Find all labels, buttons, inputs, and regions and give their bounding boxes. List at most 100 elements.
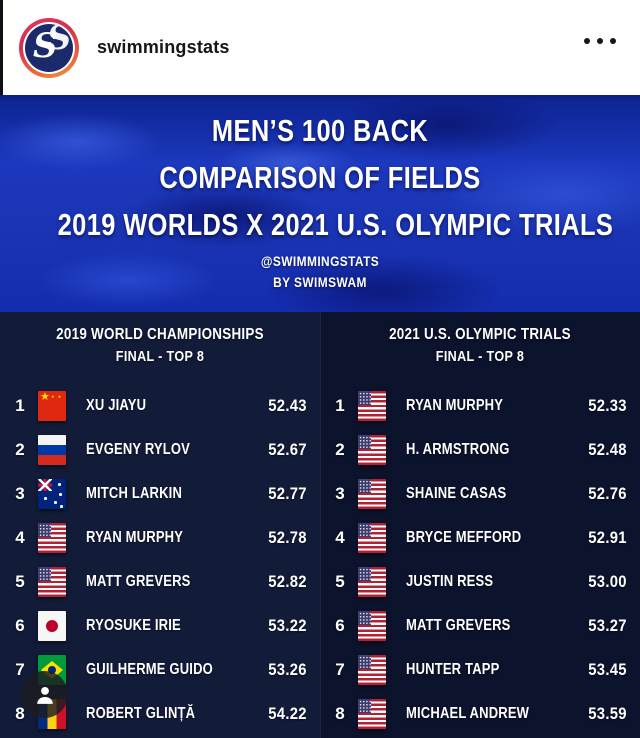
- table-row: 1 XU JIAYU 52.43: [0, 384, 320, 428]
- more-options-icon[interactable]: [584, 38, 616, 44]
- rank-label: 4: [335, 528, 345, 547]
- result-time: 52.33: [588, 396, 627, 415]
- athlete-name: GUILHERME GUIDO: [86, 661, 213, 678]
- post-image[interactable]: MEN’S 100 BACK COMPARISON OF FIELDS 2019…: [0, 95, 640, 738]
- athlete-name: H. ARMSTRONG: [406, 441, 510, 458]
- result-time: 52.48: [588, 440, 627, 459]
- result-time: 52.67: [268, 440, 307, 459]
- profile-story-ring[interactable]: S S: [19, 17, 79, 78]
- poster-byline: BY SWIMSWAM: [273, 274, 367, 290]
- athlete-name: JUSTIN RESS: [406, 573, 494, 590]
- rank-label: 3: [15, 484, 25, 503]
- table-row: 6 MATT GREVERS 53.27: [320, 604, 640, 648]
- usa-flag-icon: [358, 611, 386, 641]
- result-time: 52.43: [268, 396, 307, 415]
- result-time: 53.22: [268, 616, 307, 635]
- russia-flag-icon: [38, 435, 66, 465]
- table-row: 3 SHAINE CASAS 52.76: [320, 472, 640, 516]
- usa-flag-icon: [358, 567, 386, 597]
- rank-label: 4: [15, 528, 25, 547]
- athlete-name: MATT GREVERS: [86, 573, 191, 590]
- results-panel: 2019 WORLD CHAMPIONSHIPS FINAL - TOP 8 1…: [0, 312, 640, 738]
- australia-flag-icon: [38, 479, 66, 509]
- column-right-subtitle: FINAL - TOP 8: [435, 348, 525, 365]
- result-time: 52.78: [268, 528, 307, 547]
- japan-flag-icon: [38, 611, 66, 641]
- rank-label: 2: [335, 440, 345, 459]
- result-time: 54.22: [268, 704, 307, 723]
- water-texture-banner: MEN’S 100 BACK COMPARISON OF FIELDS 2019…: [0, 95, 640, 312]
- column-left-title: 2019 WORLD CHAMPIONSHIPS: [56, 326, 264, 343]
- result-time: 52.76: [588, 484, 627, 503]
- athlete-name: MICHAEL ANDREW: [406, 705, 530, 722]
- usa-flag-icon: [358, 655, 386, 685]
- rank-label: 6: [15, 616, 25, 635]
- table-row: 2 H. ARMSTRONG 52.48: [320, 428, 640, 472]
- athlete-name: ROBERT GLINȚĂ: [86, 705, 196, 722]
- rank-label: 2: [15, 440, 25, 459]
- swimmingstats-logo-icon: S S: [25, 23, 73, 72]
- result-time: 53.26: [268, 660, 307, 679]
- table-row: 6 RYOSUKE IRIE 53.22: [0, 604, 320, 648]
- result-time: 52.82: [268, 572, 307, 591]
- rank-label: 5: [15, 572, 25, 591]
- table-row: 5 JUSTIN RESS 53.00: [320, 560, 640, 604]
- athlete-name: RYAN MURPHY: [86, 529, 184, 546]
- rank-label: 7: [15, 660, 25, 679]
- rank-label: 1: [335, 396, 345, 415]
- athlete-name: MATT GREVERS: [406, 617, 511, 634]
- rank-label: 1: [15, 396, 25, 415]
- usa-flag-icon: [358, 479, 386, 509]
- result-time: 52.77: [268, 484, 307, 503]
- table-row: 5 MATT GREVERS 52.82: [0, 560, 320, 604]
- poster-handle: @SWIMMINGSTATS: [260, 253, 380, 269]
- column-2019-worlds: 2019 WORLD CHAMPIONSHIPS FINAL - TOP 8 1…: [0, 312, 320, 738]
- athlete-name: HUNTER TAPP: [406, 661, 500, 678]
- china-flag-icon: [38, 391, 66, 421]
- table-row: 2 EVGENY RYLOV 52.67: [0, 428, 320, 472]
- rank-label: 5: [335, 572, 345, 591]
- floating-avatar-button[interactable]: [21, 671, 68, 718]
- athlete-name: EVGENY RYLOV: [86, 441, 191, 458]
- username-link[interactable]: swimmingstats: [97, 37, 230, 57]
- usa-flag-icon: [38, 523, 66, 553]
- usa-flag-icon: [358, 699, 386, 729]
- profile-avatar: S S: [23, 21, 75, 74]
- athlete-name: SHAINE CASAS: [406, 485, 507, 502]
- rank-label: 8: [15, 704, 25, 723]
- table-row: 7 HUNTER TAPP 53.45: [320, 648, 640, 692]
- column-left-subtitle: FINAL - TOP 8: [115, 348, 205, 365]
- poster-title-line1: MEN’S 100 BACK: [211, 113, 429, 148]
- poster-titles: MEN’S 100 BACK COMPARISON OF FIELDS 2019…: [0, 107, 640, 294]
- poster-title-line2: COMPARISON OF FIELDS: [159, 160, 481, 195]
- rank-label: 6: [335, 616, 345, 635]
- athlete-name: RYAN MURPHY: [406, 397, 504, 414]
- result-time: 53.00: [588, 572, 627, 591]
- post-header: S S swimmingstats: [0, 0, 640, 95]
- athlete-name: XU JIAYU: [86, 397, 147, 414]
- athlete-name: RYOSUKE IRIE: [86, 617, 181, 634]
- rank-label: 7: [335, 660, 345, 679]
- result-time: 53.27: [588, 616, 627, 635]
- rank-label: 3: [335, 484, 345, 503]
- usa-flag-icon: [358, 435, 386, 465]
- usa-flag-icon: [358, 523, 386, 553]
- poster-title-line3: 2019 WORLDS X 2021 U.S. OLYMPIC TRIALS: [57, 207, 614, 242]
- column-2021-trials: 2021 U.S. OLYMPIC TRIALS FINAL - TOP 8 1…: [320, 312, 640, 738]
- table-row: 4 RYAN MURPHY 52.78: [0, 516, 320, 560]
- usa-flag-icon: [38, 567, 66, 597]
- rank-label: 8: [335, 704, 345, 723]
- athlete-name: BRYCE MEFFORD: [406, 529, 522, 546]
- result-time: 53.59: [588, 704, 627, 723]
- result-time: 53.45: [588, 660, 627, 679]
- athlete-name: MITCH LARKIN: [86, 485, 183, 502]
- usa-flag-icon: [358, 391, 386, 421]
- column-header-left: 2019 WORLD CHAMPIONSHIPS FINAL - TOP 8: [0, 312, 320, 384]
- person-icon: [36, 686, 53, 704]
- column-header-right: 2021 U.S. OLYMPIC TRIALS FINAL - TOP 8: [320, 312, 640, 384]
- table-row: 8 MICHAEL ANDREW 53.59: [320, 692, 640, 736]
- table-row: 4 BRYCE MEFFORD 52.91: [320, 516, 640, 560]
- results-rows-right: 1 RYAN MURPHY 52.33 2 H. ARMSTRONG 52.48…: [320, 384, 640, 736]
- column-right-title: 2021 U.S. OLYMPIC TRIALS: [389, 326, 571, 343]
